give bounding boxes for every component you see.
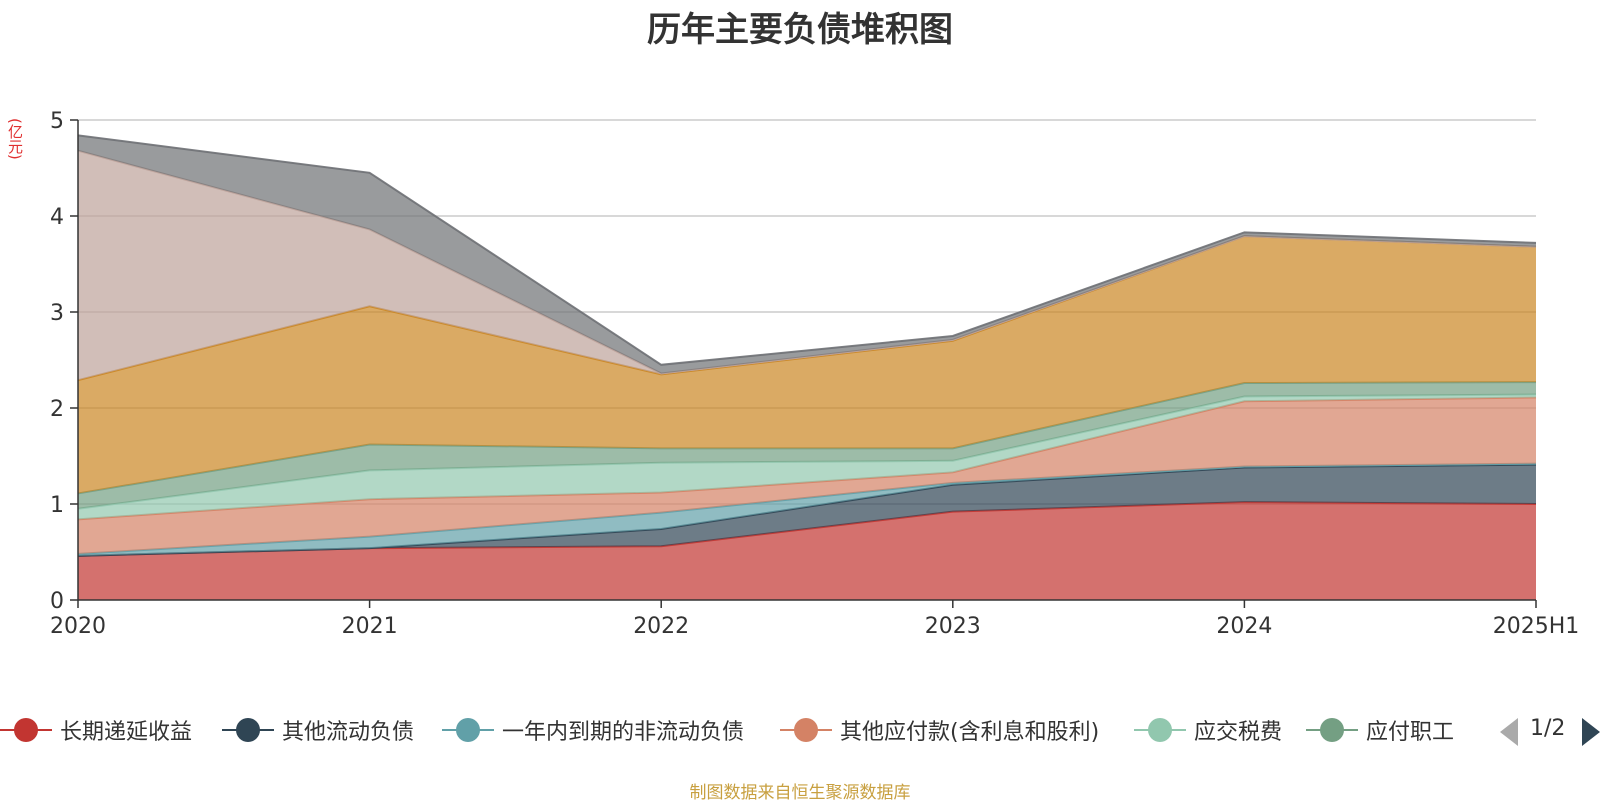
area-series-8 [78,135,1536,374]
y-tick-label-1: 1 [50,493,64,518]
area-series-group [77,134,1537,600]
area-series-2 [78,463,1536,556]
x-tick-label-0: 2020 [50,614,106,639]
legend-dot-3 [794,718,818,742]
legend-item-5[interactable]: 应付职工 [1306,712,1454,748]
legend-marker-1 [222,715,274,745]
legend-item-0[interactable]: 长期递延收益 [0,712,192,748]
source-note: 制图数据来自恒生聚源数据库 [689,783,911,803]
x-tick-label-1: 2021 [342,614,398,639]
legend-label-1: 其他流动负债 [282,720,415,745]
y-axis-unit-label: (亿元) [6,118,24,160]
chart-title: 历年主要负债堆积图 [647,10,953,50]
area-series-3 [78,397,1536,554]
area-series-0 [78,502,1536,600]
y-tick-label-3: 3 [50,301,64,326]
x-tick-label-2: 2022 [633,614,689,639]
legend-marker-5 [1306,715,1358,745]
legend-marker-3 [780,715,832,745]
legend-dot-4 [1148,718,1172,742]
legend-next-page-icon[interactable] [1582,718,1600,746]
y-tick-label-2: 2 [50,397,64,422]
legend-item-2[interactable]: 一年内到期的非流动负债 [442,712,744,748]
y-tick-label-4: 4 [50,205,64,230]
legend-dot-2 [456,718,480,742]
area-series-4 [78,394,1536,520]
legend: 长期递延收益 其他流动负债 一年内到期的非流动负债 其他应付款(含利息和股利) … [0,712,1600,748]
legend-label-4: 应交税费 [1194,720,1283,745]
legend-dot-1 [236,718,260,742]
y-tick-label-0: 0 [50,589,64,614]
legend-label-0: 长期递延收益 [60,720,193,745]
legend-item-4[interactable]: 应交税费 [1134,712,1282,748]
legend-dot-0 [14,718,38,742]
x-tick-label-4: 2024 [1216,614,1272,639]
x-tick-label-3: 2023 [925,614,981,639]
line-series-8 [77,134,1537,366]
legend-label-2: 一年内到期的非流动负债 [502,720,745,745]
legend-pager: 1/2 [1500,716,1600,746]
legend-marker-2 [442,715,494,745]
legend-page-indicator: 1/2 [1530,716,1566,741]
axes: 0 1 2 3 4 5 2020 2021 2022 2023 2024 2025H1 [50,109,1579,639]
legend-item-3[interactable]: 其他应付款(含利息和股利) [780,712,1099,748]
area-series-1 [78,464,1536,556]
area-series-7 [78,150,1536,381]
legend-label-3: 其他应付款(含利息和股利) [840,720,1100,745]
y-tick-label-5: 5 [50,109,64,134]
stacked-area-chart: 0 1 2 3 4 5 2020 2021 2022 2023 2024 2025H1 [50,109,1579,639]
area-series-6 [78,236,1536,494]
legend-prev-page-icon[interactable] [1500,718,1518,746]
legend-marker-4 [1134,715,1186,745]
legend-marker-0 [0,715,52,745]
legend-dot-5 [1320,718,1344,742]
legend-label-5: 应付职工 [1366,720,1455,745]
x-tick-label-5: 2025H1 [1493,614,1580,639]
legend-item-1[interactable]: 其他流动负债 [222,712,414,748]
